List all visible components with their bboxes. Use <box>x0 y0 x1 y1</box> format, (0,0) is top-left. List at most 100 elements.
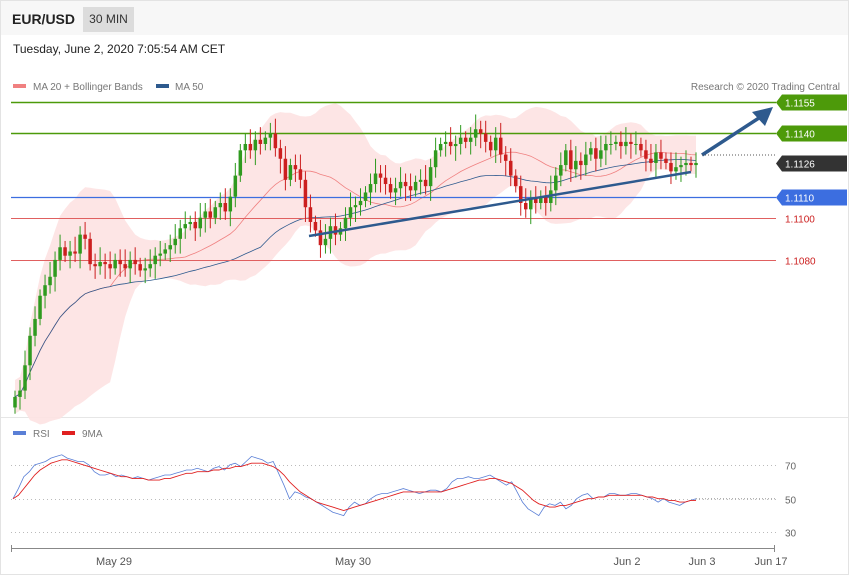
candle <box>248 129 253 159</box>
candle-body <box>78 234 82 254</box>
candle-body <box>128 259 132 269</box>
candle <box>654 143 658 178</box>
candle <box>448 127 453 155</box>
candle-body <box>619 141 623 147</box>
candle-body <box>493 137 498 151</box>
candle <box>383 165 388 195</box>
candle <box>33 306 37 347</box>
candle <box>213 200 218 225</box>
candle-body <box>498 137 503 155</box>
candle <box>58 234 62 271</box>
candle <box>478 120 483 149</box>
candle-body <box>58 247 62 260</box>
candle-body <box>13 396 17 408</box>
candle <box>278 139 283 174</box>
candle <box>128 251 132 284</box>
x-tick-Jun-3: Jun 3 <box>689 556 716 568</box>
candle <box>78 226 82 269</box>
candle <box>188 215 193 231</box>
candle-body <box>353 205 358 208</box>
candle <box>373 158 378 193</box>
candle <box>458 125 463 155</box>
candle-body <box>393 188 398 193</box>
candle-body <box>238 150 243 176</box>
candle-body <box>38 295 42 319</box>
candle-body <box>539 196 543 204</box>
candle-body <box>228 196 233 212</box>
candle-body <box>253 139 258 151</box>
rsi-ma-line <box>12 459 696 511</box>
candle-body <box>443 141 448 144</box>
candle <box>203 203 208 233</box>
candle-body <box>83 234 87 239</box>
target-arrow-shaft <box>701 114 763 157</box>
candle-body <box>33 318 37 336</box>
candle-body <box>43 285 47 296</box>
x-tick-Jun-17: Jun 17 <box>754 556 787 568</box>
candle-body <box>368 184 373 193</box>
trend-line <box>308 170 692 238</box>
candle-body <box>428 167 433 187</box>
candle <box>73 236 77 263</box>
candle-body <box>258 139 263 144</box>
candle <box>518 175 523 216</box>
candle-body <box>133 259 137 265</box>
candle <box>493 127 498 163</box>
candle-body <box>654 152 658 163</box>
credit-label: Research © 2020 Trading Central <box>691 82 840 93</box>
candle <box>263 131 268 151</box>
candle-body <box>198 217 203 229</box>
candle-body <box>614 141 618 144</box>
candle-body <box>559 165 563 176</box>
candle-body <box>639 143 643 151</box>
candle-body <box>694 162 698 166</box>
candle-body <box>193 221 198 229</box>
candle <box>258 127 263 155</box>
level-tag-1.1110 <box>776 189 847 206</box>
candle <box>198 203 203 237</box>
candle-body <box>358 200 363 206</box>
chart-datetime: Tuesday, June 2, 2020 7:05:54 AM CET <box>13 42 226 56</box>
candle <box>569 139 573 182</box>
candle <box>664 152 668 170</box>
candle-body <box>629 141 633 144</box>
candle <box>118 249 122 277</box>
candle-body <box>413 181 418 191</box>
legend-ma20-label: MA 20 + Bollinger Bands <box>33 82 143 93</box>
candle-body <box>288 165 293 180</box>
candle <box>418 169 423 195</box>
candle-body <box>103 262 107 265</box>
candle <box>193 211 198 241</box>
candle-body <box>679 165 683 168</box>
candle <box>133 247 137 275</box>
candle <box>689 156 693 172</box>
candle-body <box>383 177 388 185</box>
candle <box>173 224 177 254</box>
candle <box>534 186 538 214</box>
candle-body <box>183 224 188 229</box>
candle <box>579 152 583 180</box>
candle-body <box>138 264 142 271</box>
candle <box>283 146 288 191</box>
candle <box>393 177 398 206</box>
candle <box>158 240 162 267</box>
candle-body <box>398 181 403 189</box>
timeframe-button[interactable]: 30 MIN <box>83 7 134 32</box>
candle <box>233 162 238 208</box>
candle-body <box>203 211 208 218</box>
candle <box>438 137 443 157</box>
candle-layer <box>13 114 698 414</box>
candle <box>143 257 147 284</box>
bollinger-band <box>15 103 696 425</box>
candle-body <box>453 143 458 147</box>
legend-rsi-ma-swatch <box>62 431 75 435</box>
candle <box>468 127 473 155</box>
candle <box>208 198 213 229</box>
candle-body <box>263 137 268 144</box>
target-arrow-head <box>752 107 773 126</box>
candle-body <box>223 203 228 212</box>
candle-body <box>273 133 278 149</box>
candle-body <box>53 259 57 277</box>
candle-body <box>63 247 67 256</box>
